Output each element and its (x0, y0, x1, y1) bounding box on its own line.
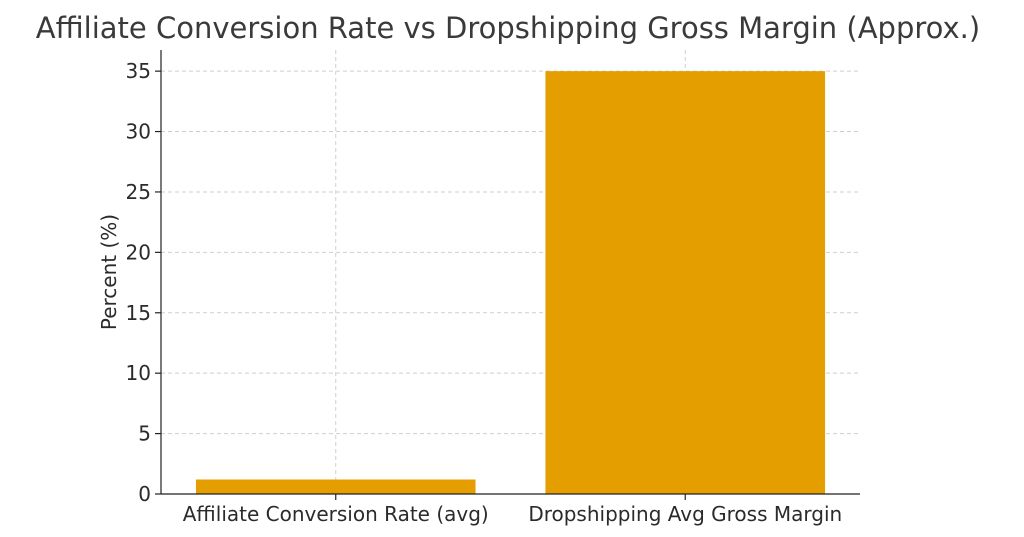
axes (160, 50, 860, 495)
chart-title: Affiliate Conversion Rate vs Dropshippin… (36, 11, 980, 45)
x-tick-label: Affiliate Conversion Rate (avg) (183, 502, 489, 526)
y-tick-label: 35 (126, 59, 151, 83)
y-tick-label: 10 (126, 361, 151, 385)
y-tick-label: 0 (138, 482, 151, 506)
bars (195, 71, 826, 495)
y-axis-label: Percent (%) (97, 214, 121, 330)
x-tick-label: Dropshipping Avg Gross Margin (528, 502, 842, 526)
bar (545, 71, 826, 495)
bar (195, 479, 476, 494)
y-tick-label: 30 (126, 120, 151, 144)
y-tick-label: 15 (126, 301, 151, 325)
y-tick-label: 20 (126, 240, 151, 264)
y-tick-label: 5 (138, 422, 151, 446)
y-tick-label: 25 (126, 180, 151, 204)
y-ticks: 0 5 10 15 20 25 30 35 (126, 59, 161, 506)
x-ticks: Affiliate Conversion Rate (avg) Dropshipp… (183, 494, 842, 526)
